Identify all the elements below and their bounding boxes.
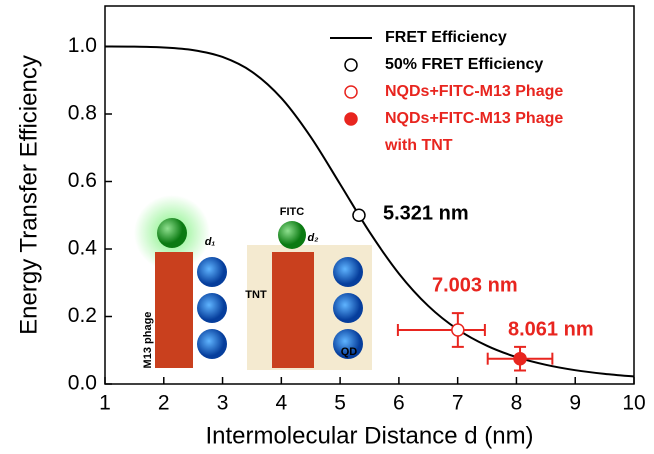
x-axis-label: Intermolecular Distance d (nm) <box>205 422 533 449</box>
annotation: 5.321 nm <box>383 202 469 224</box>
qd-sphere <box>197 329 227 359</box>
inset-label: QD <box>341 346 358 358</box>
x-tick-label: 2 <box>158 392 170 415</box>
annotation: 8.061 nm <box>508 318 594 340</box>
data-point <box>451 323 465 337</box>
plot-frame <box>104 5 635 385</box>
phage-body <box>155 252 193 368</box>
y-tick-label: 0.8 <box>68 102 97 125</box>
qd-sphere <box>333 257 363 287</box>
x-tick-label: 9 <box>569 392 581 415</box>
legend-label: NQDs+FITC-M13 Phage with TNT <box>384 110 563 154</box>
legend-swatch <box>344 58 358 72</box>
annotation: 7.003 nm <box>432 274 518 296</box>
inset-label: d₁ <box>205 236 216 248</box>
y-axis-label: Energy Transfer Efficiency <box>15 55 42 335</box>
qd-sphere <box>333 329 363 359</box>
y-tick-label: 0.0 <box>68 372 97 395</box>
fitc-sphere <box>157 218 187 248</box>
qd-sphere <box>197 257 227 287</box>
phage-body <box>272 252 314 368</box>
legend-label: 50% FRET Efficiency <box>385 56 543 73</box>
y-tick-label: 1.0 <box>68 34 97 57</box>
legend-label: FRET Efficiency <box>385 29 507 46</box>
inset-label: FITC <box>280 206 304 218</box>
data-point <box>352 208 366 222</box>
x-tick-label: 7 <box>452 392 464 415</box>
x-tick-label: 4 <box>275 392 287 415</box>
legend-swatch <box>344 112 358 126</box>
x-tick-label: 8 <box>511 392 523 415</box>
legend-swatch <box>344 85 358 99</box>
y-tick-label: 0.4 <box>68 237 98 260</box>
y-tick-label: 0.2 <box>68 304 97 327</box>
inset-label: d₂ <box>308 232 319 244</box>
x-tick-label: 3 <box>217 392 229 415</box>
inset-label: M13 phage <box>142 312 154 369</box>
qd-sphere <box>197 293 227 323</box>
inset-graphics <box>134 195 372 370</box>
data-point <box>513 351 527 366</box>
x-tick-label: 1 <box>99 392 111 415</box>
inset-label: TNT <box>245 289 267 301</box>
fitc-sphere <box>278 221 306 249</box>
qd-sphere <box>333 293 363 323</box>
x-tick-label: 5 <box>334 392 346 415</box>
y-tick-label: 0.6 <box>68 169 97 192</box>
x-tick-label: 6 <box>393 392 405 415</box>
x-tick-label: 10 <box>622 392 645 415</box>
legend-label: NQDs+FITC-M13 Phage <box>385 83 563 100</box>
fret-curve <box>104 45 635 378</box>
